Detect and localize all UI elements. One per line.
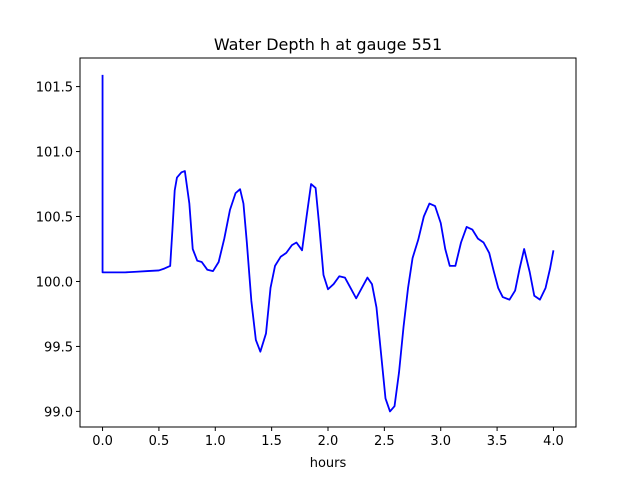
x-tick-label: 1.5 <box>261 434 282 449</box>
x-tick-label: 4.0 <box>543 434 564 449</box>
x-tick-label: 1.0 <box>205 434 226 449</box>
series-line <box>101 74 555 413</box>
y-tick-label: 99.5 <box>44 340 73 355</box>
x-axis: 0.0 0.5 1.0 1.5 2.0 2.5 3.0 3.5 4.0 <box>92 427 564 449</box>
x-tick-label: 2.0 <box>318 434 339 449</box>
y-axis: 99.0 99.5 100.0 100.5 101.0 101.5 <box>36 81 80 420</box>
x-tick-label: 2.5 <box>374 434 395 449</box>
y-tick-label: 99.0 <box>44 405 73 420</box>
chart-title: Water Depth h at gauge 551 <box>214 35 442 54</box>
x-tick-label: 3.5 <box>487 434 508 449</box>
x-axis-label: hours <box>310 456 347 471</box>
y-tick-label: 100.5 <box>36 211 73 226</box>
x-tick-label: 0.5 <box>149 434 170 449</box>
x-tick-label: 3.0 <box>430 434 451 449</box>
x-tick-label: 0.0 <box>92 434 113 449</box>
y-tick-label: 101.0 <box>36 146 73 161</box>
y-tick-label: 100.0 <box>36 275 73 290</box>
y-tick-label: 101.5 <box>36 81 73 96</box>
